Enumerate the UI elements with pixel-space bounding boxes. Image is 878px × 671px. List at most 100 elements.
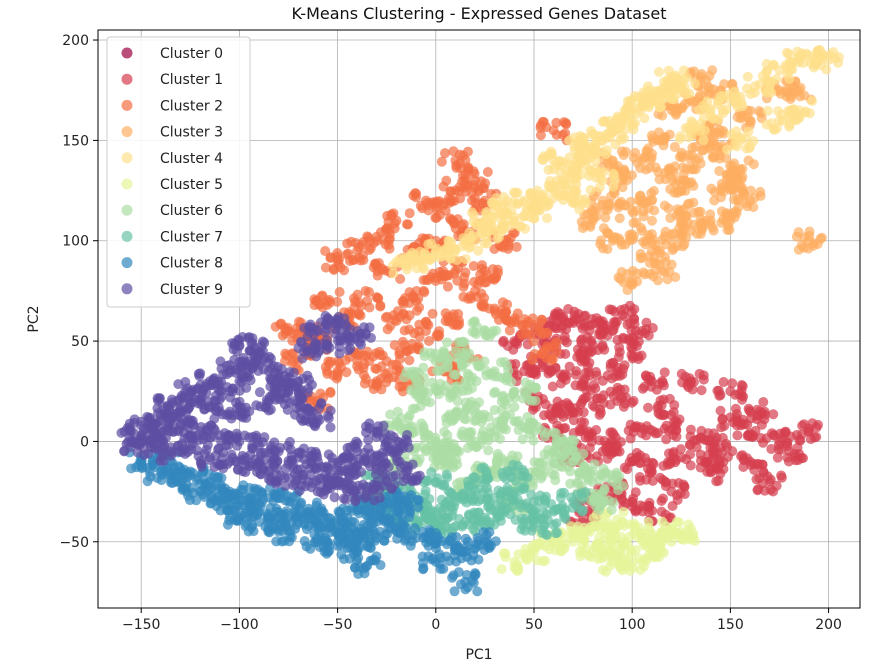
data-point (622, 540, 633, 551)
data-point (628, 207, 639, 218)
data-point (481, 515, 492, 526)
data-point (445, 195, 456, 206)
data-point (458, 291, 469, 302)
data-point (775, 428, 786, 439)
data-point (404, 355, 415, 366)
data-point (507, 500, 518, 511)
data-point (768, 409, 779, 420)
data-point (359, 526, 370, 537)
data-point (280, 463, 291, 474)
data-point (423, 275, 434, 286)
data-point (705, 467, 716, 478)
data-point (449, 268, 460, 279)
data-point (598, 322, 609, 333)
data-point (576, 349, 587, 360)
data-point (386, 482, 397, 493)
data-point (630, 505, 641, 516)
data-point (589, 459, 600, 470)
data-point (761, 59, 772, 70)
data-point (651, 257, 662, 268)
data-point (498, 242, 509, 253)
data-point (762, 65, 773, 76)
data-point (643, 85, 654, 96)
data-point (461, 236, 472, 247)
data-point (654, 378, 665, 389)
data-point (332, 247, 343, 258)
data-point (458, 431, 469, 442)
data-point (309, 516, 320, 527)
data-point (453, 541, 464, 552)
data-point (618, 364, 629, 375)
data-point (299, 536, 310, 547)
data-point (371, 231, 382, 242)
data-point (522, 554, 533, 565)
data-point (660, 257, 671, 268)
data-point (471, 519, 482, 530)
data-point (547, 381, 558, 392)
data-point (402, 531, 413, 542)
data-point (468, 210, 479, 221)
data-point (535, 130, 546, 141)
data-point (628, 218, 639, 229)
data-point (423, 239, 434, 250)
data-point (539, 410, 550, 421)
data-point (420, 317, 431, 328)
data-point (509, 402, 520, 413)
data-point (499, 356, 510, 367)
data-point (549, 339, 560, 350)
data-point (671, 425, 682, 436)
data-point (749, 81, 760, 92)
data-point (374, 492, 385, 503)
data-point (473, 554, 484, 565)
data-point (424, 397, 435, 408)
data-point (196, 458, 207, 469)
data-point (713, 461, 724, 472)
data-point (508, 387, 519, 398)
data-point (749, 193, 760, 204)
data-point (504, 325, 515, 336)
data-point (137, 435, 148, 446)
data-point (568, 317, 579, 328)
data-point (569, 435, 580, 446)
data-point (417, 551, 428, 562)
data-point (712, 142, 723, 153)
data-point (224, 515, 235, 526)
data-point (506, 493, 517, 504)
data-point (583, 367, 594, 378)
data-point (711, 476, 722, 487)
data-point (685, 523, 696, 534)
data-point (676, 150, 687, 161)
data-point (713, 113, 724, 124)
data-point (689, 535, 700, 546)
data-point (742, 71, 753, 82)
data-point (371, 292, 382, 303)
data-point (799, 232, 810, 243)
data-point (742, 430, 753, 441)
data-point (346, 516, 357, 527)
data-point (453, 567, 464, 578)
data-point (768, 123, 779, 134)
data-point (653, 66, 664, 77)
data-point (522, 316, 533, 327)
data-point (628, 231, 639, 242)
data-point (394, 346, 405, 357)
data-point (542, 213, 553, 224)
data-point (730, 403, 741, 414)
data-point (766, 428, 777, 439)
data-point (497, 467, 508, 478)
data-point (581, 197, 592, 208)
data-point (812, 48, 823, 59)
data-point (430, 432, 441, 443)
data-point (684, 88, 695, 99)
data-point (644, 162, 655, 173)
data-point (792, 113, 803, 124)
data-point (208, 431, 219, 442)
data-point (708, 225, 719, 236)
data-point (218, 463, 229, 474)
data-point (612, 473, 623, 484)
data-point (387, 359, 398, 370)
data-point (679, 204, 690, 215)
data-point (436, 274, 447, 285)
data-point (531, 555, 542, 566)
